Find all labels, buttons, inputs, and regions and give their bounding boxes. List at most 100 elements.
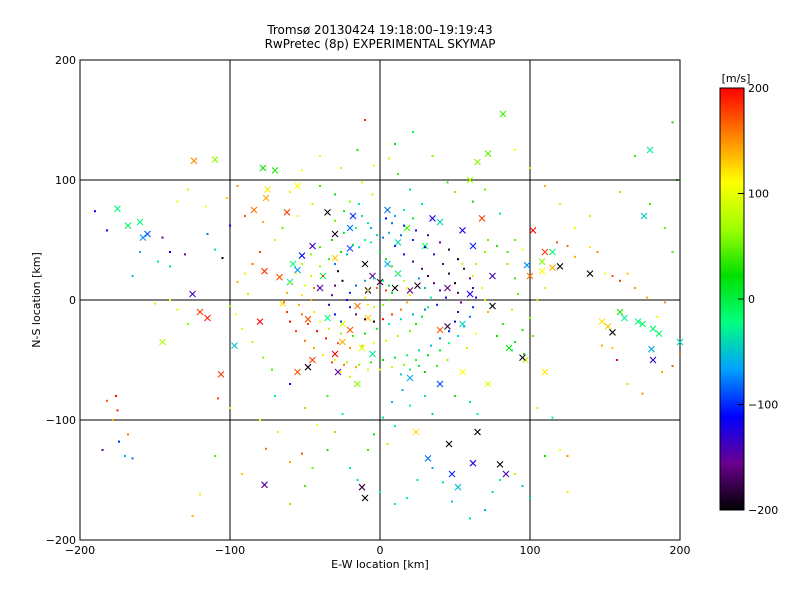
data-point-dot — [391, 222, 393, 225]
data-point-dot — [376, 327, 378, 330]
data-point-x — [136, 218, 144, 226]
data-point-dot — [157, 260, 159, 263]
data-point-dot — [206, 233, 209, 235]
data-point-dot — [436, 365, 438, 367]
data-point-dot — [664, 227, 666, 229]
data-point-x — [459, 227, 466, 234]
data-point-x — [361, 260, 369, 268]
data-point-x — [283, 209, 291, 216]
data-point-dot — [356, 479, 359, 481]
data-point-x — [549, 264, 556, 271]
data-point-dot — [604, 272, 606, 275]
data-point-dot — [169, 299, 171, 301]
data-point-dot — [454, 191, 456, 193]
data-point-dot — [319, 265, 321, 268]
data-point-dot — [484, 188, 486, 191]
data-point-dot — [236, 185, 239, 187]
data-point-dot — [328, 303, 330, 306]
data-point-dot — [521, 329, 524, 331]
data-point-dot — [626, 383, 629, 385]
data-point-dot — [454, 395, 456, 397]
data-point-dot — [301, 263, 303, 265]
data-point-dot — [358, 246, 360, 249]
colorbar-tick-label: 100 — [748, 188, 769, 201]
data-point-dot — [566, 455, 569, 457]
data-point-dot — [506, 263, 509, 265]
chart-subtitle: RwPretec (8p) EXPERIMENTAL SKYMAP — [265, 37, 496, 51]
data-point-dot — [382, 279, 384, 282]
data-point-x — [459, 368, 466, 376]
data-point-x — [354, 380, 361, 388]
data-point-dot — [304, 407, 306, 409]
y-axis-label: N-S location [km] — [30, 252, 43, 348]
data-point-dot — [536, 407, 539, 409]
data-point-dot — [226, 197, 228, 199]
data-point-dot — [403, 224, 405, 227]
data-point-dot — [412, 260, 414, 263]
data-point-dot — [611, 347, 614, 349]
data-point-x — [616, 308, 624, 316]
data-point-dot — [448, 248, 450, 251]
data-point-dot — [367, 449, 369, 451]
data-point-dot — [325, 337, 327, 340]
data-point-x — [541, 248, 549, 256]
data-point-dot — [352, 243, 354, 246]
data-point-dot — [313, 287, 315, 289]
data-point-dot — [601, 344, 603, 347]
data-point-x — [429, 215, 436, 222]
data-point-dot — [544, 287, 546, 289]
data-point-dot — [310, 275, 312, 277]
data-point-dot — [649, 203, 651, 205]
data-point-dot — [154, 302, 156, 305]
data-point-x — [646, 146, 654, 154]
data-point-dot — [217, 397, 219, 400]
data-point-x — [436, 380, 444, 388]
data-point-dot — [356, 149, 359, 151]
data-point-dot — [379, 491, 381, 493]
y-tick-label: 200 — [55, 54, 76, 67]
data-point-dot — [403, 253, 405, 256]
data-point-x — [304, 363, 312, 371]
data-point-dot — [340, 332, 342, 335]
data-point-x — [556, 263, 564, 270]
data-point-dot — [341, 279, 344, 282]
data-point-dot — [442, 481, 444, 484]
data-point-dot — [277, 431, 279, 433]
data-point-dot — [421, 267, 423, 270]
data-point-dot — [403, 279, 405, 282]
data-point-dot — [427, 306, 429, 309]
data-point-dot — [544, 455, 546, 457]
data-point-dot — [394, 425, 396, 427]
data-point-x — [139, 234, 147, 241]
data-point-dot — [298, 303, 300, 306]
data-point-dot — [446, 181, 449, 184]
data-point-dot — [364, 119, 366, 121]
data-point-x — [346, 245, 354, 252]
data-point-dot — [566, 491, 569, 493]
data-point-dot — [409, 330, 411, 333]
data-point-x — [384, 206, 391, 214]
data-point-x — [639, 320, 646, 328]
data-point-x — [211, 156, 219, 163]
data-point-dot — [251, 263, 254, 265]
colorbar-ticks: 200 100 0 −100 −200 — [738, 82, 778, 517]
x-tick-label: −200 — [65, 544, 95, 557]
data-point-dot — [619, 191, 621, 193]
data-point-dot — [370, 227, 372, 229]
data-point-dot — [307, 323, 309, 325]
data-point-dot — [439, 349, 441, 352]
data-point-dot — [346, 361, 348, 364]
data-point-dot — [376, 234, 378, 237]
data-point-dot — [457, 258, 459, 261]
data-point-dot — [343, 363, 345, 366]
data-point-x — [331, 254, 339, 262]
data-point-dot — [326, 449, 329, 451]
data-point-dot — [388, 284, 390, 287]
data-point-dot — [373, 433, 375, 436]
data-point-dot — [409, 294, 411, 297]
data-point-x — [262, 194, 270, 202]
data-point-dot — [199, 493, 201, 496]
data-point-x — [346, 326, 354, 334]
data-point-dot — [544, 185, 546, 187]
